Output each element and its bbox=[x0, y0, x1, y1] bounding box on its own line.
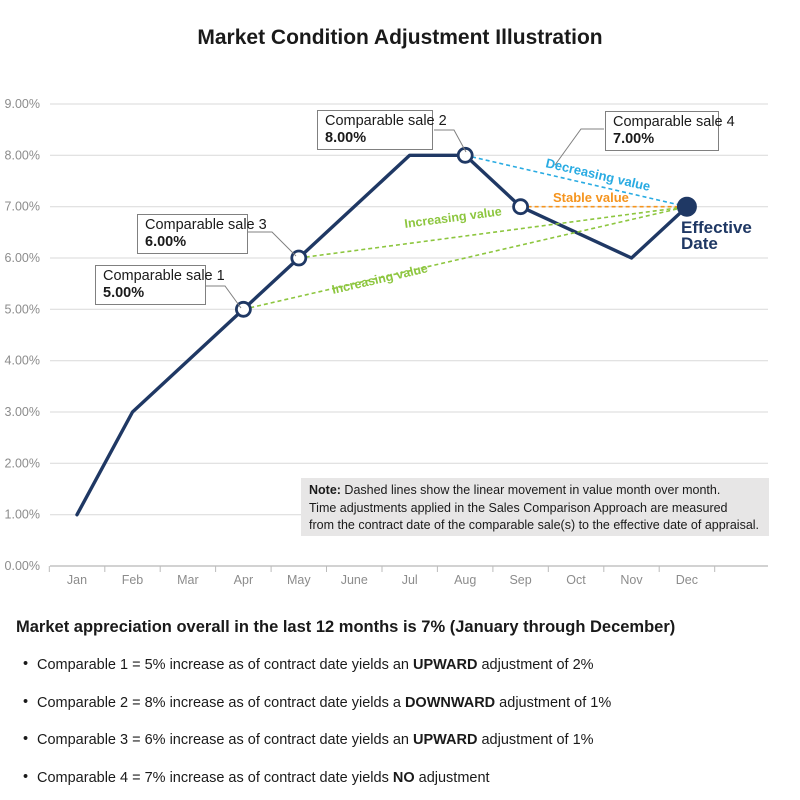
svg-text:Stable value: Stable value bbox=[553, 190, 629, 205]
svg-text:7.00%: 7.00% bbox=[5, 200, 40, 214]
svg-text:Nov: Nov bbox=[620, 573, 643, 587]
svg-text:Jul: Jul bbox=[402, 573, 418, 587]
svg-text:5.00%: 5.00% bbox=[5, 302, 40, 316]
svg-text:Sep: Sep bbox=[509, 573, 531, 587]
svg-text:2.00%: 2.00% bbox=[5, 456, 40, 470]
svg-text:Date: Date bbox=[681, 234, 718, 253]
svg-text:Increasing value: Increasing value bbox=[331, 261, 430, 297]
svg-text:9.00%: 9.00% bbox=[5, 97, 40, 111]
svg-text:0.00%: 0.00% bbox=[5, 559, 40, 573]
svg-text:1.00%: 1.00% bbox=[5, 508, 40, 522]
svg-text:Feb: Feb bbox=[122, 573, 144, 587]
svg-text:Increasing value: Increasing value bbox=[404, 204, 503, 231]
svg-text:8.00%: 8.00% bbox=[5, 148, 40, 162]
svg-text:Aug: Aug bbox=[454, 573, 476, 587]
svg-text:Apr: Apr bbox=[234, 573, 253, 587]
svg-text:May: May bbox=[287, 573, 311, 587]
svg-text:June: June bbox=[341, 573, 368, 587]
svg-text:Dec: Dec bbox=[676, 573, 698, 587]
svg-text:4.00%: 4.00% bbox=[5, 354, 40, 368]
svg-text:Decreasing value: Decreasing value bbox=[544, 155, 652, 194]
svg-text:Mar: Mar bbox=[177, 573, 199, 587]
svg-text:6.00%: 6.00% bbox=[5, 251, 40, 265]
svg-text:Oct: Oct bbox=[566, 573, 586, 587]
svg-text:3.00%: 3.00% bbox=[5, 405, 40, 419]
svg-text:Jan: Jan bbox=[67, 573, 87, 587]
